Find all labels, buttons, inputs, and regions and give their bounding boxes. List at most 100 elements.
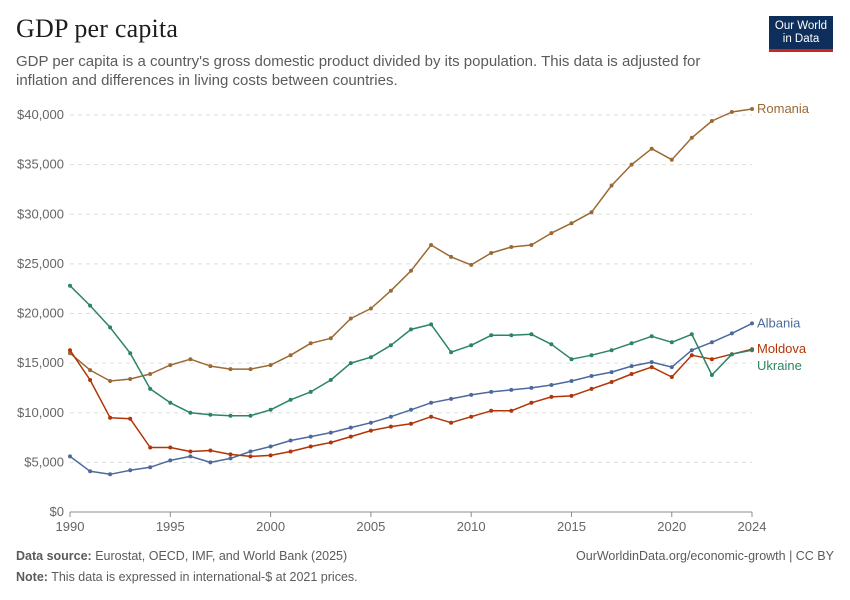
data-point [328, 336, 333, 341]
data-point [88, 303, 93, 308]
chart-title: GDP per capita [16, 14, 179, 43]
data-point [589, 353, 594, 358]
y-tick-label: $40,000 [17, 107, 64, 122]
data-point [569, 379, 574, 383]
data-point [208, 364, 213, 369]
data-point [308, 341, 313, 346]
data-point [729, 110, 734, 114]
data-point [308, 444, 313, 449]
data-point [88, 378, 93, 382]
series-line [69, 108, 753, 382]
data-point [188, 449, 193, 454]
x-tick-label: 1995 [156, 519, 185, 534]
data-point [208, 412, 213, 417]
data-point [669, 157, 674, 162]
data-point [128, 351, 133, 356]
data-point [429, 322, 434, 327]
data-point [308, 434, 313, 439]
data-point [368, 420, 373, 425]
note-label: Note: [16, 570, 48, 584]
data-point [669, 365, 674, 370]
data-point [248, 413, 253, 418]
data-point [529, 385, 534, 390]
data-point [228, 452, 233, 457]
series-label-romania[interactable]: Romania [757, 101, 810, 116]
data-point [549, 342, 554, 347]
data-point [709, 119, 714, 123]
data-point [549, 394, 554, 399]
data-point [288, 449, 293, 454]
data-point [569, 393, 574, 398]
data-point [348, 316, 353, 321]
data-point [409, 327, 413, 332]
series-ukraine[interactable] [68, 283, 754, 418]
data-source-text[interactable]: Eurostat, OECD, IMF, and World Bank (202… [95, 549, 348, 563]
data-point [168, 363, 173, 368]
data-point [689, 135, 694, 140]
y-tick-label: $0 [50, 504, 64, 519]
y-tick-label: $25,000 [17, 256, 64, 271]
series-moldova[interactable] [68, 347, 754, 459]
data-point [268, 363, 273, 368]
data-point [108, 379, 113, 383]
data-point [429, 243, 434, 247]
x-tick-label: 1990 [56, 519, 85, 534]
data-point [228, 456, 233, 461]
data-point [288, 353, 293, 358]
series-lines [68, 107, 754, 477]
data-point [208, 448, 213, 453]
data-point [108, 472, 113, 477]
data-point [288, 397, 293, 402]
data-point [649, 360, 654, 365]
data-point [549, 231, 554, 236]
data-point [268, 453, 273, 458]
data-point [449, 254, 454, 259]
data-point [689, 348, 694, 353]
data-point [669, 375, 674, 379]
series-albania[interactable] [68, 321, 754, 477]
series-label-ukraine[interactable]: Ukraine [757, 358, 802, 373]
data-point [469, 262, 474, 267]
data-point [288, 438, 293, 443]
data-point [248, 449, 253, 454]
series-label-albania[interactable]: Albania [757, 315, 801, 330]
data-point [188, 454, 193, 459]
owid-logo[interactable]: Our World in Data [769, 16, 833, 52]
series-label-moldova[interactable]: Moldova [757, 341, 807, 356]
data-point [609, 183, 614, 188]
data-point [569, 357, 574, 362]
logo-line-1: Our World [774, 20, 828, 32]
y-tick-label: $30,000 [17, 206, 64, 221]
data-point [729, 352, 734, 357]
data-point [388, 414, 393, 419]
data-point [649, 146, 654, 151]
data-point [248, 454, 253, 459]
data-point [148, 465, 153, 470]
y-axis: $0 $5,000 $10,000 $15,000 $20,000 $25,000 $30,… [17, 107, 64, 519]
data-point [429, 400, 434, 405]
series-romania[interactable] [68, 107, 754, 383]
y-tick-label: $20,000 [17, 306, 64, 321]
data-point [629, 364, 634, 369]
data-point [509, 387, 514, 392]
data-point [589, 210, 594, 215]
x-tick-label: 2020 [657, 519, 686, 534]
data-point [268, 444, 273, 449]
data-point [629, 372, 634, 376]
data-point [328, 378, 333, 382]
data-point [569, 221, 574, 226]
y-tick-label: $5,000 [24, 454, 64, 469]
chart-subtitle: GDP per capita is a country's gross dome… [16, 53, 701, 89]
data-point [589, 386, 594, 391]
note-text: This data is expressed in international-… [51, 570, 358, 584]
credit-link[interactable]: OurWorldinData.org/economic-growth | CC … [576, 549, 834, 563]
data-point [489, 251, 494, 255]
data-point [649, 365, 654, 370]
data-point [549, 383, 554, 387]
data-point [589, 374, 594, 378]
data-point [388, 288, 393, 293]
data-point [529, 243, 534, 247]
data-point [629, 341, 634, 346]
data-point [609, 380, 614, 384]
